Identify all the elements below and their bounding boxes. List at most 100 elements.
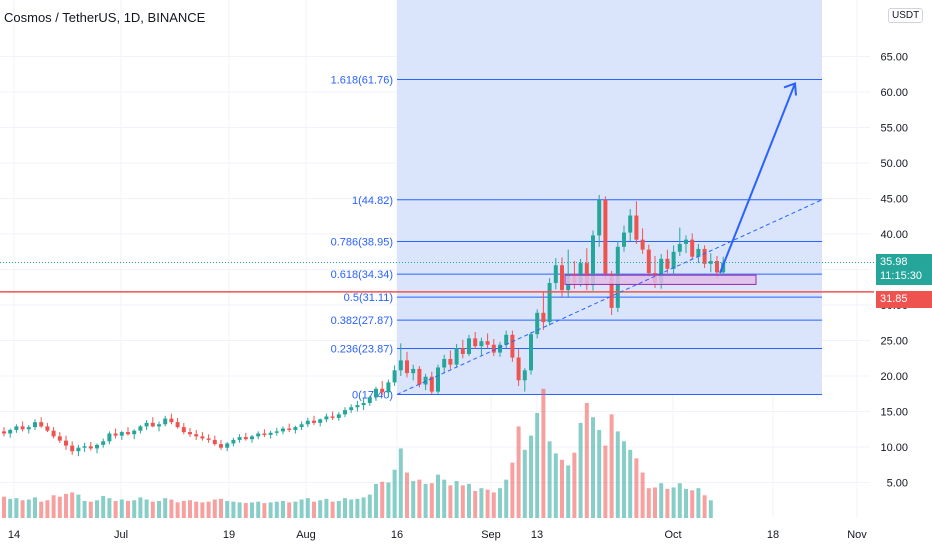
time-axis-label: Sep <box>481 529 501 541</box>
last-price-value: 35.98 <box>880 256 908 268</box>
candle-body <box>349 407 354 411</box>
annotations <box>0 82 874 395</box>
volume-bar <box>473 491 478 518</box>
volume-bar <box>76 494 81 518</box>
volume-bar <box>163 498 168 518</box>
volume-bar <box>442 479 447 518</box>
price-axis-label: 5.00 <box>887 478 908 490</box>
candle-body <box>640 239 645 250</box>
candle-body <box>45 426 50 431</box>
currency-selector[interactable]: USDT <box>888 8 924 23</box>
candle-body <box>88 446 93 449</box>
candle-body <box>677 243 682 252</box>
volume-bar <box>560 459 564 518</box>
volume-bar <box>39 501 44 518</box>
volume-bar <box>436 474 440 518</box>
candle-body <box>243 437 248 440</box>
candle-body <box>485 341 490 345</box>
fib-level-label: 0.786(38.95) <box>331 236 393 248</box>
volume-bar <box>659 483 664 518</box>
volume-bar <box>665 488 670 518</box>
candle-body <box>460 348 465 354</box>
candle-body <box>256 433 261 437</box>
candle-body <box>64 440 68 446</box>
fib-level-label: 0.382(27.87) <box>331 315 393 327</box>
support-zone <box>564 274 757 285</box>
candle-body <box>119 432 124 436</box>
fib-level-label: 0(17.40) <box>352 389 393 401</box>
candle-body <box>684 239 688 244</box>
fib-retracement-area <box>397 0 822 395</box>
volume-bar <box>225 500 230 518</box>
candle-body <box>547 282 552 323</box>
volume-bar <box>349 499 354 518</box>
candle-body <box>20 426 25 430</box>
volume-bar <box>287 502 292 518</box>
volume-bar <box>243 503 248 518</box>
volume-bar <box>20 500 25 518</box>
volume-bar <box>336 500 341 518</box>
candle-body <box>628 215 633 233</box>
volume-bar <box>212 499 217 518</box>
volume-bar <box>206 501 211 518</box>
price-axis-label: 15.00 <box>880 407 908 419</box>
volume-bar <box>702 495 707 518</box>
candlesticks <box>2 194 726 457</box>
volume-bar <box>640 472 645 518</box>
volume-bar <box>250 502 254 518</box>
volume-bar <box>578 422 583 518</box>
volume-bar <box>584 402 589 518</box>
candle-body <box>318 419 323 423</box>
volume-bar <box>392 469 397 518</box>
volume-bar <box>45 500 50 518</box>
fib-level-label: 0.5(31.11) <box>344 292 393 304</box>
time-axis[interactable]: 14 Jul 19 Aug 16 Sep 13 Oct 18 Nov <box>8 529 867 541</box>
volume-bar <box>374 483 378 518</box>
volume-bar <box>355 498 360 518</box>
volume-bar <box>305 498 310 518</box>
candle-body <box>163 418 168 425</box>
volume-bar <box>274 501 279 518</box>
candle-body <box>138 426 143 431</box>
volume-bar <box>2 496 6 518</box>
volume-bar <box>671 487 676 518</box>
horizontal-line-price-tag: 31.85 <box>876 291 932 308</box>
candle-body <box>132 430 137 435</box>
price-axis-label: 45.00 <box>880 194 908 206</box>
price-axis-label: 65.00 <box>880 52 908 64</box>
volume-bar <box>101 495 106 518</box>
price-axis-label: 25.00 <box>880 336 908 348</box>
volume-bar <box>522 449 527 518</box>
candle-body <box>2 431 6 434</box>
volume-bar <box>318 500 323 518</box>
volume-bar <box>498 488 502 518</box>
time-axis-label: 16 <box>391 529 403 541</box>
candle-body <box>448 358 453 365</box>
volume-bar <box>324 498 329 518</box>
volume-bar <box>646 488 651 518</box>
volume-bar <box>628 449 633 518</box>
volume-bar <box>256 501 261 518</box>
candle-body <box>113 433 118 436</box>
candle-body <box>646 249 651 274</box>
volume-bar <box>572 452 577 518</box>
volume-bar <box>188 500 192 518</box>
chart-title: Cosmos / TetherUS, 1D, BINANCE <box>4 10 206 25</box>
volume-bar <box>8 498 13 518</box>
volume-bar <box>708 500 713 518</box>
volume-bar <box>386 482 391 518</box>
candle-body <box>504 334 509 345</box>
candle-body <box>95 444 99 449</box>
candle-body <box>293 427 298 430</box>
volume-bar <box>491 492 496 518</box>
volume-bar <box>516 426 521 518</box>
time-axis-label: 18 <box>767 529 779 541</box>
volume-bar <box>57 496 62 518</box>
fib-levels: 1.618(61.76) 1(44.82) 0.786(38.95) 0.618(34… <box>331 75 822 401</box>
volume-bar <box>231 501 236 518</box>
volume-bar <box>330 501 335 518</box>
candle-body <box>671 251 676 269</box>
fib-level-label: 1.618(61.76) <box>331 75 393 87</box>
fib-trend-line <box>396 199 823 395</box>
